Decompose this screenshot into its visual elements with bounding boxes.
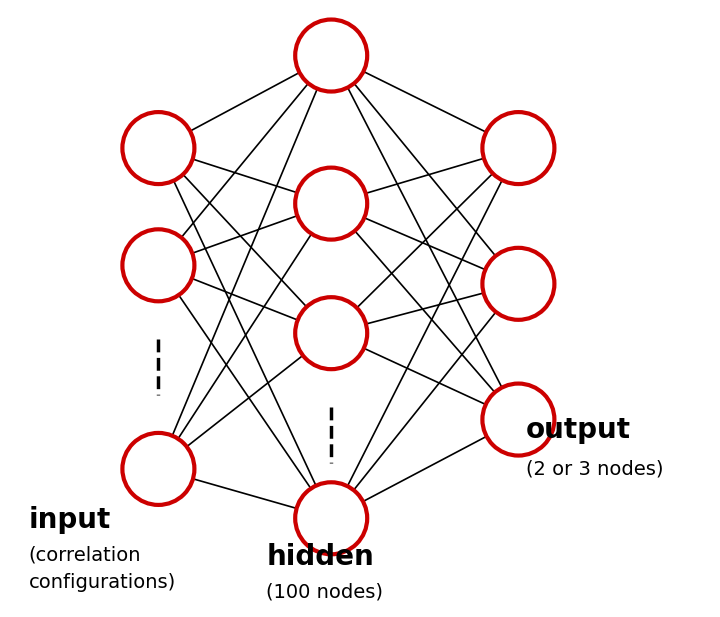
Ellipse shape xyxy=(122,230,194,301)
Text: hidden: hidden xyxy=(266,543,374,571)
Text: output: output xyxy=(526,416,631,444)
Ellipse shape xyxy=(482,112,554,184)
Ellipse shape xyxy=(295,20,367,91)
Ellipse shape xyxy=(482,384,554,455)
Ellipse shape xyxy=(295,297,367,369)
Text: configurations): configurations) xyxy=(29,573,176,592)
Ellipse shape xyxy=(295,168,367,239)
Text: input: input xyxy=(29,506,111,534)
Ellipse shape xyxy=(295,482,367,554)
Text: (100 nodes): (100 nodes) xyxy=(266,582,383,602)
Text: (2 or 3 nodes): (2 or 3 nodes) xyxy=(526,459,663,478)
Ellipse shape xyxy=(482,248,554,320)
Ellipse shape xyxy=(122,433,194,505)
Text: (correlation: (correlation xyxy=(29,545,141,565)
Ellipse shape xyxy=(122,112,194,184)
